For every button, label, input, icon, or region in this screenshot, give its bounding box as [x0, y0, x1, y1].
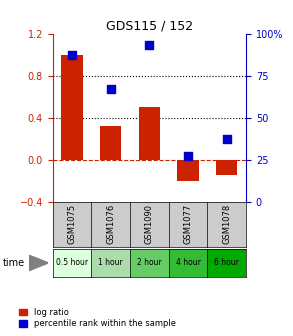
Title: GDS115 / 152: GDS115 / 152	[106, 19, 193, 33]
Point	[186, 154, 190, 159]
Polygon shape	[29, 255, 48, 270]
Text: GSM1078: GSM1078	[222, 204, 231, 244]
Text: 0.5 hour: 0.5 hour	[56, 258, 88, 267]
Bar	[216, 160, 237, 175]
Text: GSM1077: GSM1077	[184, 204, 193, 244]
Point	[224, 137, 229, 142]
Bar	[100, 126, 121, 160]
Point	[70, 53, 74, 58]
Text: time: time	[3, 258, 25, 268]
Legend: log ratio, percentile rank within the sample: log ratio, percentile rank within the sa…	[19, 308, 176, 329]
Bar	[139, 107, 160, 160]
Text: 1 hour: 1 hour	[98, 258, 123, 267]
Point	[108, 86, 113, 92]
Text: 6 hour: 6 hour	[214, 258, 239, 267]
Text: GSM1075: GSM1075	[68, 204, 76, 244]
Text: GSM1076: GSM1076	[106, 204, 115, 244]
Point	[147, 43, 152, 48]
Text: 4 hour: 4 hour	[176, 258, 200, 267]
Bar	[62, 54, 83, 160]
Bar	[178, 160, 199, 181]
Text: 2 hour: 2 hour	[137, 258, 162, 267]
Text: GSM1090: GSM1090	[145, 204, 154, 244]
